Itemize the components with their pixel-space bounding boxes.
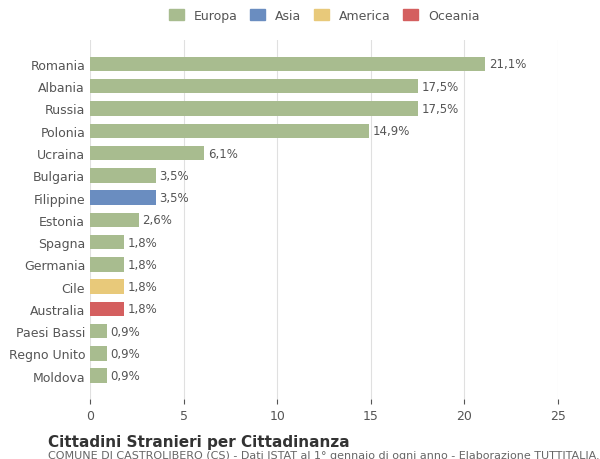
Text: 2,6%: 2,6%: [142, 214, 172, 227]
Text: 3,5%: 3,5%: [159, 191, 189, 205]
Text: 1,8%: 1,8%: [127, 280, 157, 293]
Bar: [90, 369, 107, 383]
Text: COMUNE DI CASTROLIBERO (CS) - Dati ISTAT al 1° gennaio di ogni anno - Elaborazio: COMUNE DI CASTROLIBERO (CS) - Dati ISTAT…: [48, 450, 600, 459]
Text: 1,8%: 1,8%: [127, 236, 157, 249]
Text: 3,5%: 3,5%: [159, 169, 189, 182]
Bar: [90, 257, 124, 272]
Text: 0,9%: 0,9%: [110, 325, 140, 338]
Text: 17,5%: 17,5%: [421, 103, 458, 116]
Text: 6,1%: 6,1%: [208, 147, 238, 160]
Bar: [90, 324, 107, 339]
Bar: [90, 57, 485, 72]
Bar: [90, 146, 204, 161]
Bar: [90, 124, 369, 139]
Bar: [90, 168, 155, 183]
Text: 0,9%: 0,9%: [110, 347, 140, 360]
Bar: [90, 280, 124, 294]
Bar: [90, 191, 155, 205]
Text: Cittadini Stranieri per Cittadinanza: Cittadini Stranieri per Cittadinanza: [48, 434, 350, 449]
Bar: [90, 347, 107, 361]
Bar: [90, 235, 124, 250]
Text: 1,8%: 1,8%: [127, 258, 157, 271]
Text: 17,5%: 17,5%: [421, 80, 458, 94]
Legend: Europa, Asia, America, Oceania: Europa, Asia, America, Oceania: [164, 5, 484, 28]
Text: 0,9%: 0,9%: [110, 369, 140, 382]
Bar: [90, 102, 418, 117]
Bar: [90, 80, 418, 94]
Text: 1,8%: 1,8%: [127, 302, 157, 316]
Bar: [90, 213, 139, 228]
Text: 14,9%: 14,9%: [373, 125, 410, 138]
Text: 21,1%: 21,1%: [489, 58, 526, 71]
Bar: [90, 302, 124, 316]
